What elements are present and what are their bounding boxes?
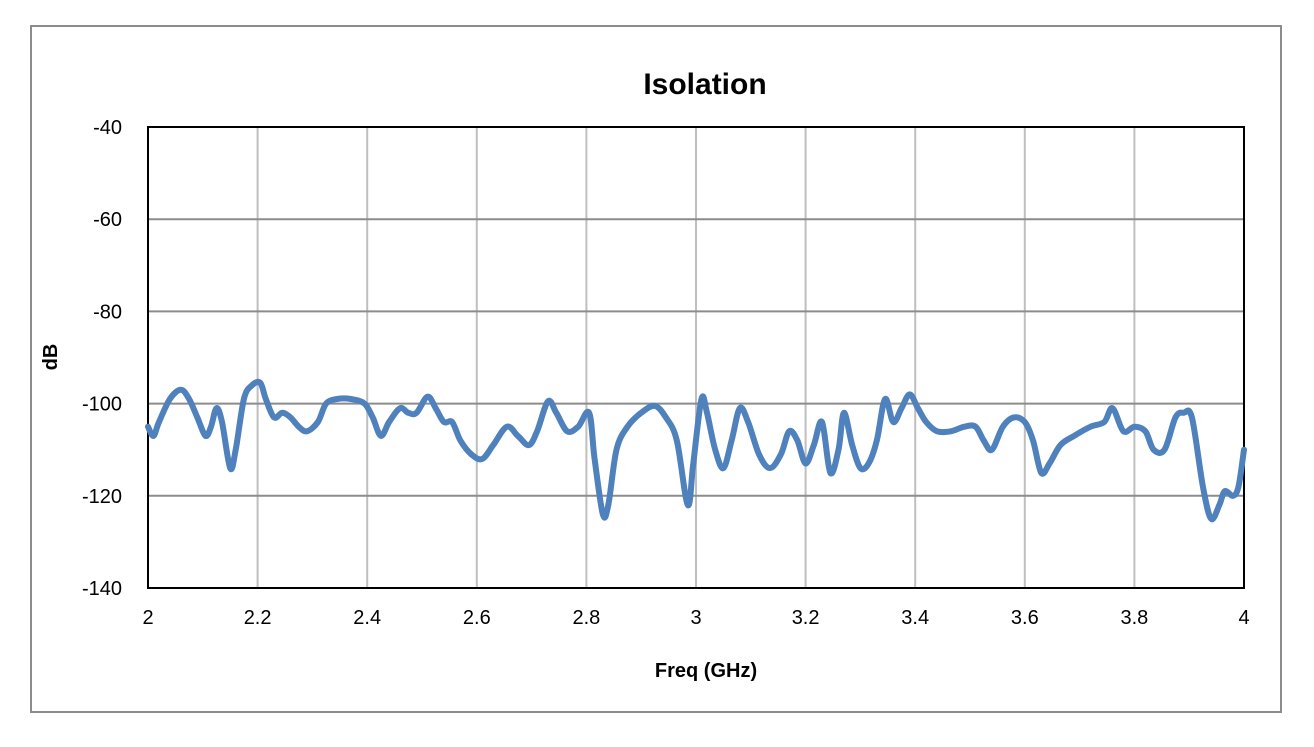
- plot-area-border: [147, 126, 1245, 589]
- y-tick-label: -40: [93, 117, 122, 139]
- x-tick-label: 3: [690, 607, 701, 629]
- y-tick-label: -80: [93, 301, 122, 323]
- x-tick-label: 3.2: [792, 607, 820, 629]
- x-tick-label: 3.8: [1120, 607, 1148, 629]
- y-tick-label: -120: [82, 486, 122, 508]
- x-axis-title: Freq (GHz): [655, 660, 757, 682]
- y-axis-title: dB: [40, 344, 62, 371]
- y-tick-label: -60: [93, 209, 122, 231]
- series-layer: [145, 378, 1247, 523]
- chart-frame: [30, 25, 1282, 713]
- x-tick-label: 2.8: [572, 607, 600, 629]
- x-tick-label: 3.6: [1011, 607, 1039, 629]
- y-tick-label: -100: [82, 394, 122, 416]
- chart-title: Isolation: [643, 68, 766, 101]
- x-tick-label: 4: [1238, 607, 1249, 629]
- series-line-isolation: [145, 378, 1247, 523]
- x-tick-label: 2.6: [463, 607, 491, 629]
- x-tick-label: 2.2: [244, 607, 272, 629]
- x-tick-label: 2.4: [353, 607, 381, 629]
- x-tick-label: 3.4: [901, 607, 929, 629]
- x-tick-label: 2: [142, 607, 153, 629]
- tick-labels: 2 2.2 2.4 2.6 2.8 3 3.2 3.4 3.6 3.8 4 -40 -60 -80 -100…: [82, 117, 1250, 629]
- y-tick-label: -140: [82, 578, 122, 600]
- grid: [148, 127, 1244, 588]
